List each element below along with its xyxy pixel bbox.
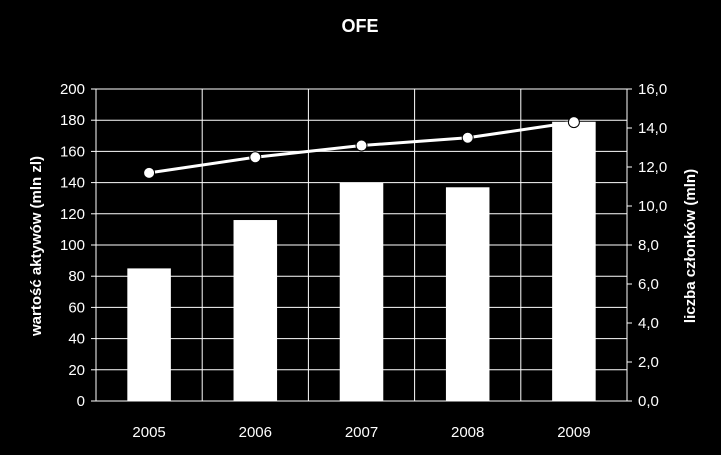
x-tick-label: 2007 bbox=[345, 424, 378, 441]
line-point bbox=[355, 139, 368, 152]
right-tick-label: 12,0 bbox=[638, 159, 667, 176]
left-tick-label: 20 bbox=[68, 362, 85, 379]
bar bbox=[233, 220, 278, 401]
line-point bbox=[249, 151, 262, 164]
bar-series bbox=[127, 121, 596, 401]
chart-title: OFE bbox=[341, 16, 378, 36]
left-tick-label: 60 bbox=[68, 299, 85, 316]
right-axis-ticks: 0,0 2,0 4,0 6,0 8,0 10,0 12,0 14,0 16,0 bbox=[638, 81, 667, 410]
right-tick-label: 14,0 bbox=[638, 120, 667, 137]
bar bbox=[445, 187, 490, 401]
line-point bbox=[567, 116, 580, 129]
left-axis-ticks: 0 20 40 60 80 100 120 140 160 180 200 bbox=[60, 81, 85, 410]
right-tick-label: 0,0 bbox=[638, 393, 659, 410]
left-tick-label: 120 bbox=[60, 206, 85, 223]
line-series bbox=[143, 116, 580, 179]
x-tick-label: 2008 bbox=[451, 424, 484, 441]
right-tick-label: 4,0 bbox=[638, 315, 659, 332]
right-tick-label: 8,0 bbox=[638, 237, 659, 254]
right-tick-label: 6,0 bbox=[638, 276, 659, 293]
left-tick-label: 100 bbox=[60, 237, 85, 254]
right-axis-label: liczba członków (mln) bbox=[682, 169, 699, 323]
bar bbox=[339, 182, 384, 401]
left-tick-label: 80 bbox=[68, 268, 85, 285]
x-tick-label: 2009 bbox=[557, 424, 590, 441]
bar bbox=[552, 121, 596, 401]
line-point bbox=[461, 131, 474, 144]
line-point bbox=[143, 166, 156, 179]
axes bbox=[91, 88, 632, 402]
left-tick-label: 40 bbox=[68, 331, 85, 348]
left-axis-label: wartość aktywów (mln zl) bbox=[28, 156, 45, 337]
right-tick-label: 16,0 bbox=[638, 81, 667, 98]
left-tick-label: 140 bbox=[60, 175, 85, 192]
bar bbox=[127, 268, 171, 401]
right-tick-label: 10,0 bbox=[638, 198, 667, 215]
left-tick-label: 0 bbox=[77, 393, 85, 410]
right-tick-label: 2,0 bbox=[638, 354, 659, 371]
x-tick-label: 2005 bbox=[132, 424, 165, 441]
x-tick-label: 2006 bbox=[239, 424, 272, 441]
left-tick-label: 180 bbox=[60, 112, 85, 129]
left-tick-label: 160 bbox=[60, 143, 85, 160]
left-tick-label: 200 bbox=[60, 81, 85, 98]
x-axis-ticks: 2005 2006 2007 2008 2009 bbox=[132, 424, 590, 441]
